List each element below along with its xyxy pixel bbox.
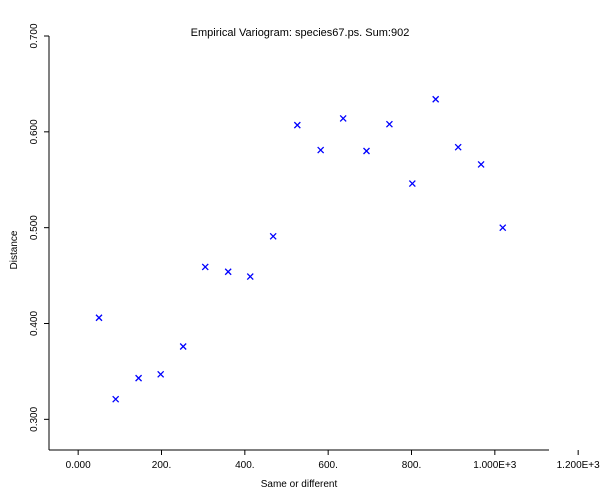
y-tick-label-4: 0.700 [29,23,40,48]
data-point-5 [201,263,209,271]
data-markers [95,95,507,403]
x-axis-ticks: 0.000 200. 400. 600. 800. 1.000E+3 1.200E+3 [66,450,600,471]
y-tick-label-3: 0.600 [29,119,40,144]
data-point-0 [95,314,103,322]
data-point-12 [363,147,370,155]
x-axis-label: Same or different [261,479,338,490]
data-point-4 [179,343,187,350]
data-point-2 [135,374,143,382]
x-tick-label-2: 400. [235,460,254,471]
x-tick-label-1: 200. [152,460,171,471]
y-axis-ticks: 0.300 0.400 0.500 0.600 0.700 [29,23,49,432]
data-point-14 [408,180,416,188]
y-tick-label-0: 0.300 [29,406,40,431]
y-tick-label-2: 0.500 [29,215,40,240]
x-tick-label-5: 1.000E+3 [473,460,517,471]
x-tick-label-6: 1.200E+3 [557,460,600,471]
data-point-8 [269,232,277,240]
y-axis-label: Distance [9,230,20,269]
data-point-15 [432,95,440,103]
data-point-10 [317,146,325,154]
data-point-6 [224,268,232,276]
data-point-9 [293,121,301,129]
x-tick-label-0: 0.000 [66,460,91,471]
x-tick-label-3: 600. [318,460,337,471]
y-tick-label-1: 0.400 [29,311,40,336]
data-point-7 [246,273,254,281]
data-point-18 [499,224,507,232]
data-point-3 [157,370,165,378]
data-point-17 [477,160,485,168]
data-point-1 [112,395,120,403]
data-point-16 [454,143,462,151]
data-point-13 [385,120,393,128]
chart-title: Empirical Variogram: species67.ps. Sum:9… [191,27,410,39]
data-point-11 [339,114,347,122]
x-tick-label-4: 800. [402,460,421,471]
